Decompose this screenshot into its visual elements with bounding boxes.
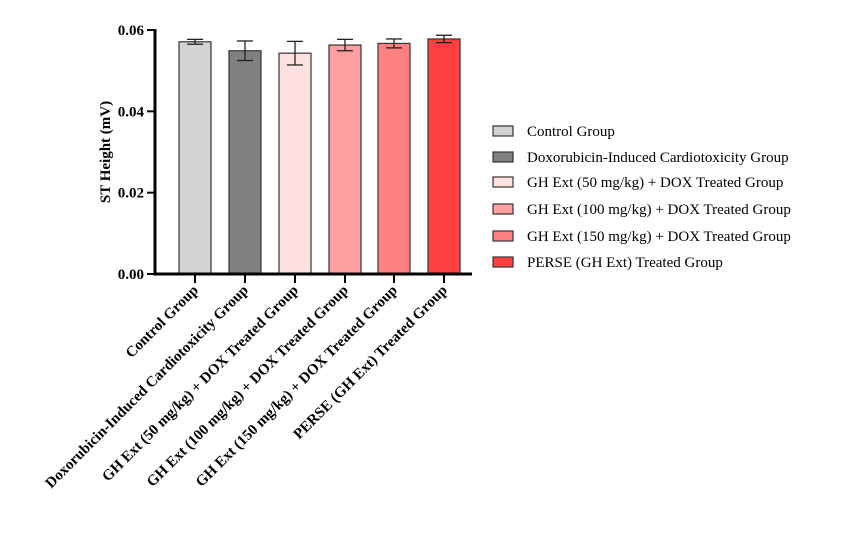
legend-swatch — [492, 230, 514, 242]
legend-label: Doxorubicin-Induced Cardiotoxicity Group — [527, 150, 789, 166]
legend-swatch — [492, 256, 514, 268]
legend-swatch — [492, 203, 514, 215]
bar — [278, 52, 312, 275]
bar — [228, 50, 262, 275]
y-tick-label: 0.02 — [118, 186, 144, 202]
legend-swatch — [492, 176, 514, 188]
y-tick-label: 0.00 — [118, 267, 144, 283]
legend-swatch — [492, 125, 514, 137]
legend-label: GH Ext (50 mg/kg) + DOX Treated Group — [527, 175, 783, 191]
bar — [427, 38, 461, 275]
y-axis-label: ST Height (mV) — [98, 101, 114, 203]
legend-swatch — [492, 151, 514, 163]
y-tick-label: 0.06 — [118, 23, 145, 39]
legend-label: PERSE (GH Ext) Treated Group — [527, 255, 723, 271]
legend-label: Control Group — [527, 124, 615, 140]
legend-label: GH Ext (150 mg/kg) + DOX Treated Group — [527, 229, 791, 245]
y-tick-label: 0.04 — [118, 104, 145, 120]
x-tick-label: GH Ext (50 mg/kg) + DOX Treated Group — [99, 283, 301, 485]
bar — [377, 42, 411, 275]
legend-label: GH Ext (100 mg/kg) + DOX Treated Group — [527, 202, 791, 218]
bar — [328, 44, 362, 275]
bar — [178, 41, 212, 275]
